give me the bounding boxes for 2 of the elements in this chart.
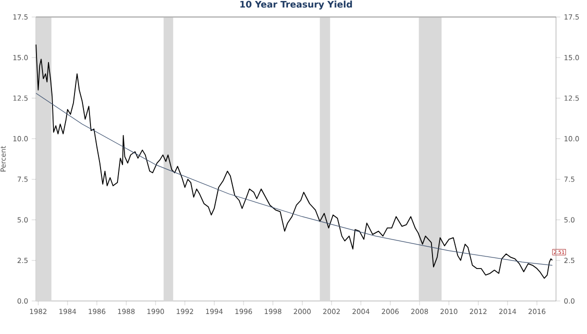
line-series bbox=[36, 92, 553, 266]
chart-title: 10 Year Treasury Yield bbox=[240, 0, 352, 10]
